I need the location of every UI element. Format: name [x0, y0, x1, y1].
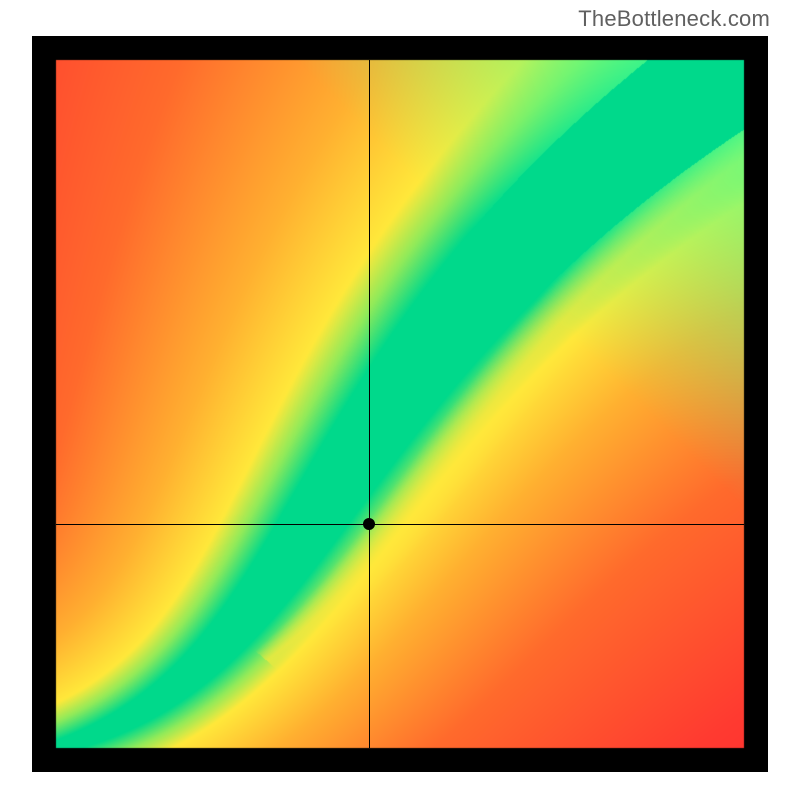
crosshair-marker	[363, 518, 375, 530]
heatmap-canvas	[32, 36, 768, 772]
crosshair-vertical	[369, 60, 370, 748]
chart-container: TheBottleneck.com	[0, 0, 800, 800]
bottleneck-heatmap	[32, 36, 768, 772]
crosshair-horizontal	[56, 524, 744, 525]
watermark-text: TheBottleneck.com	[578, 6, 770, 32]
